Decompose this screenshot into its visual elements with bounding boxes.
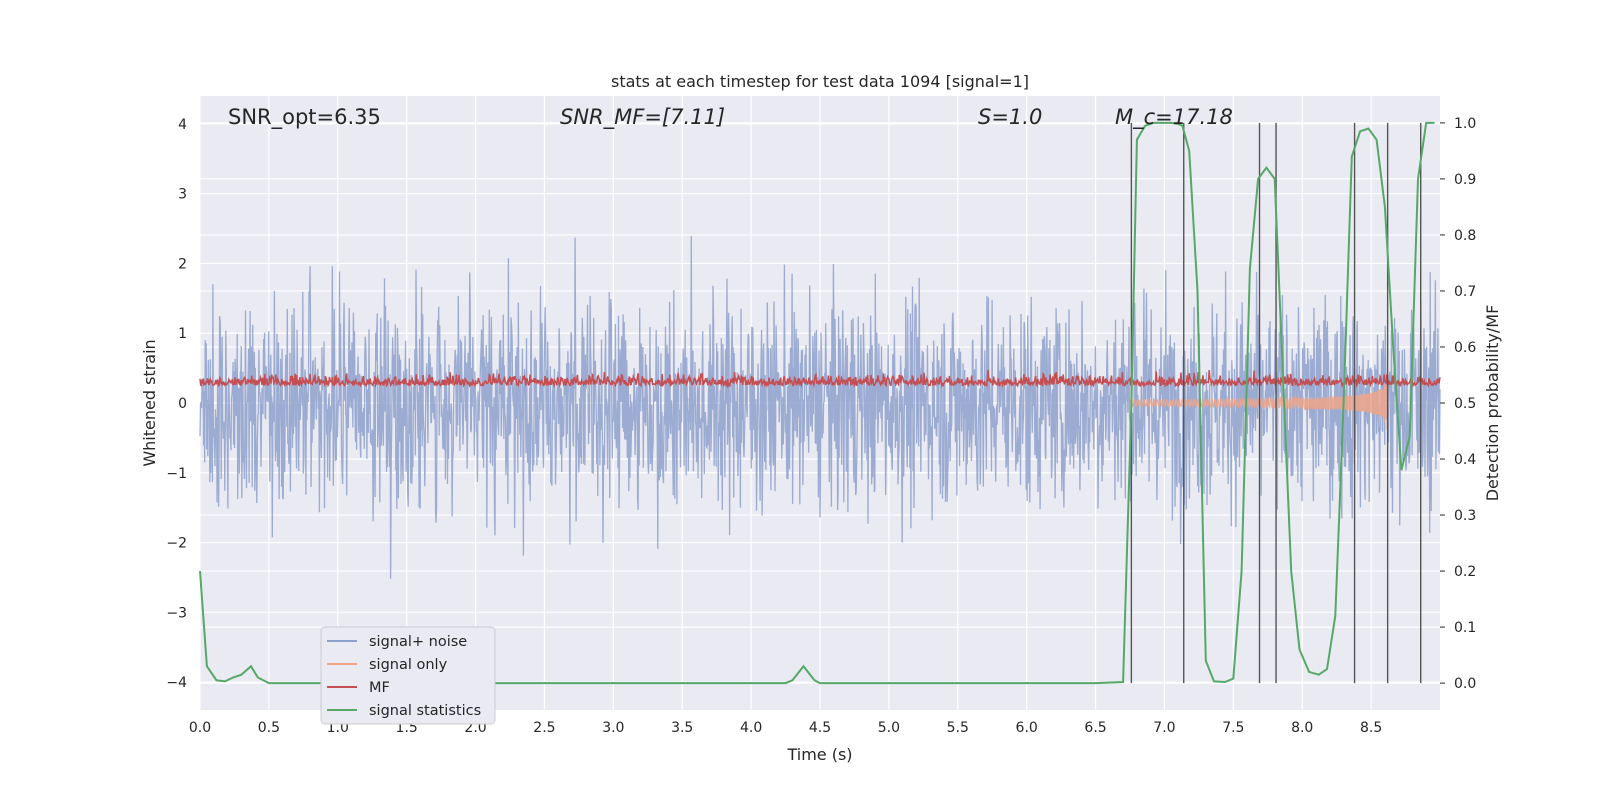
x-tick-label: 0.5 <box>258 720 280 736</box>
y-tick-label-right: 0.8 <box>1454 228 1476 244</box>
x-tick-label: 7.0 <box>1153 720 1175 736</box>
legend-label-signal-noise: signal+ noise <box>369 634 467 650</box>
y-tick-label-left: 4 <box>178 117 187 133</box>
y-tick-label-left: 2 <box>178 256 187 272</box>
y-tick-label-right: 0.7 <box>1454 284 1476 300</box>
x-tick-label: 4.0 <box>740 720 762 736</box>
y-tick-label-left: −1 <box>166 466 187 482</box>
x-tick-label: 5.5 <box>947 720 969 736</box>
y-tick-label-right: 0.6 <box>1454 340 1476 356</box>
y-tick-label-left: 1 <box>178 326 187 342</box>
mf-series <box>199 369 1441 389</box>
x-tick-label: 3.5 <box>671 720 693 736</box>
x-tick-label: 3.0 <box>602 720 624 736</box>
x-tick-label: 5.0 <box>878 720 900 736</box>
legend-label-signal-statistics: signal statistics <box>369 703 481 719</box>
x-axis-label: Time (s) <box>786 745 852 764</box>
x-tick-label: 6.0 <box>1016 720 1038 736</box>
legend-label-signal-only: signal only <box>369 657 448 673</box>
y-tick-label-right: 0.4 <box>1454 452 1476 468</box>
y-axis-label-right: Detection probability/MF <box>1483 305 1502 502</box>
annotation-s: S=1.0 <box>978 105 1042 129</box>
signal-only-line <box>1129 378 1389 430</box>
x-tick-label: 7.5 <box>1222 720 1244 736</box>
chart-title: stats at each timestep for test data 109… <box>611 72 1029 91</box>
mf-line <box>199 369 1441 389</box>
x-tick-label: 0.0 <box>189 720 211 736</box>
x-tick-label: 8.5 <box>1360 720 1382 736</box>
x-tick-label: 8.0 <box>1291 720 1313 736</box>
annotation-snr-opt: SNR_opt=6.35 <box>228 105 381 130</box>
x-tick-label: 4.5 <box>809 720 831 736</box>
y-tick-label-left: −2 <box>166 536 187 552</box>
y-tick-label-right: 0.3 <box>1454 508 1476 524</box>
y-axis-label-left: Whitened strain <box>140 339 159 466</box>
y-tick-label-right: 0.2 <box>1454 564 1476 580</box>
x-tick-label: 6.5 <box>1084 720 1106 736</box>
y-tick-label-right: 0.5 <box>1454 396 1476 412</box>
signal-only-series <box>1129 378 1389 430</box>
y-tick-label-right: 0.0 <box>1454 676 1476 692</box>
y-tick-label-left: 0 <box>178 396 187 412</box>
y-tick-label-left: 3 <box>178 187 187 203</box>
y-tick-label-left: −4 <box>166 675 187 691</box>
legend: signal+ noise signal only MF signal stat… <box>320 626 496 725</box>
y-tick-label-right: 0.9 <box>1454 172 1476 188</box>
y-tick-label-left: −3 <box>166 605 187 621</box>
annotation-mc: M_c=17.18 <box>1115 105 1233 130</box>
annotation-snr-mf: SNR_MF=[7.11] <box>560 105 725 130</box>
y-tick-label-right: 0.1 <box>1454 620 1476 636</box>
y-tick-label-right: 1.0 <box>1454 116 1476 132</box>
legend-label-mf: MF <box>369 680 390 696</box>
legend-box <box>320 626 496 725</box>
axis-ticks: 0.0 0.5 1.0 1.5 2.0 2.5 3.0 3.5 4.0 4.5 5.0 5.5 6.0 6… <box>166 116 1476 736</box>
x-tick-label: 2.5 <box>533 720 555 736</box>
